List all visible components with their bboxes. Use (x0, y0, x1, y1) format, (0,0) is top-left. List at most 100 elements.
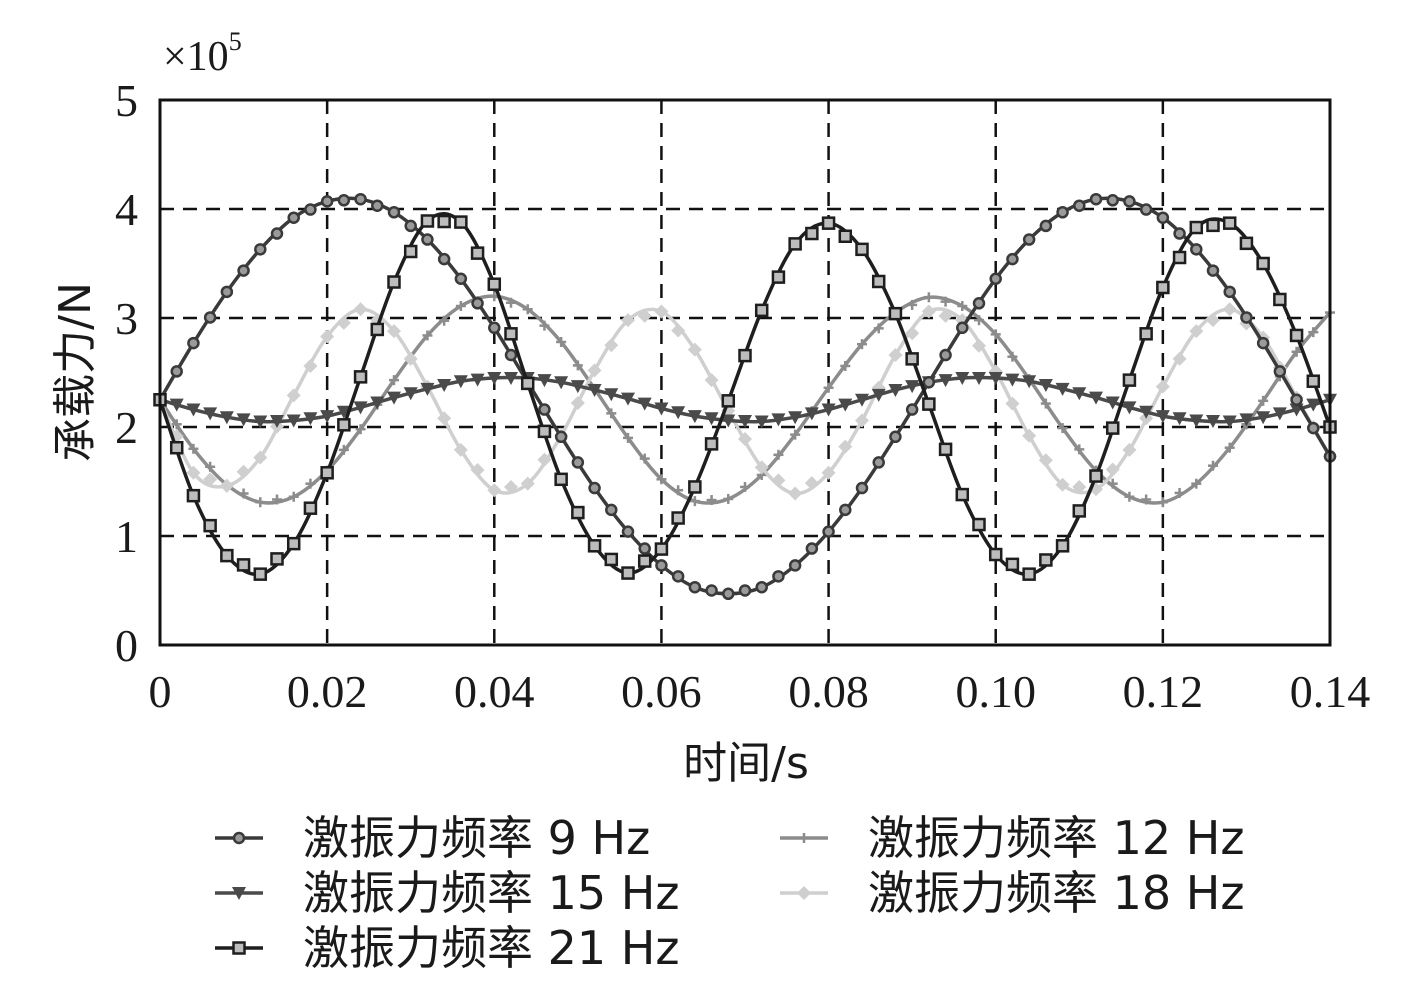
data-point (570, 396, 585, 411)
data-point (938, 308, 953, 323)
data-point (487, 483, 502, 498)
series-1 (153, 192, 1337, 601)
data-point (232, 941, 246, 955)
data-point (1256, 411, 1271, 425)
data-point (804, 407, 819, 421)
data-point (855, 242, 869, 257)
data-point (337, 418, 351, 432)
data-point (671, 406, 686, 420)
data-point (705, 584, 718, 597)
data-point (1256, 256, 1270, 271)
data-point (740, 481, 750, 492)
data-point (556, 336, 567, 347)
data-point (788, 411, 803, 425)
data-point (621, 392, 635, 406)
series-4 (155, 291, 1335, 508)
data-point (587, 363, 602, 378)
data-point (1306, 374, 1321, 388)
data-point (1105, 421, 1120, 435)
data-point (654, 402, 669, 416)
data-point (370, 322, 385, 337)
x-axis-title: 时间/s (683, 738, 809, 789)
data-point (554, 472, 568, 487)
data-point (1256, 336, 1270, 350)
data-point (254, 243, 267, 256)
data-point (722, 587, 735, 601)
data-point (336, 315, 351, 330)
data-point (921, 304, 936, 319)
data-point (1074, 444, 1085, 455)
data-point (1222, 302, 1237, 317)
data-point (1291, 346, 1302, 357)
data-point (955, 371, 970, 385)
data-point (287, 211, 300, 224)
data-point (1223, 285, 1236, 299)
data-point (773, 449, 784, 460)
data-point (1189, 414, 1204, 428)
y-tick-label: 1 (115, 511, 138, 562)
data-point (855, 413, 869, 428)
data-point (487, 277, 502, 291)
data-point (336, 405, 351, 419)
legend-label: 激振力频率 21 Hz (303, 921, 680, 975)
data-point (220, 285, 234, 299)
data-point (788, 237, 802, 251)
data-point (470, 463, 485, 478)
series-line (158, 212, 1332, 577)
data-point (938, 374, 953, 388)
x-tick-label: 0.14 (1290, 666, 1371, 717)
data-point (387, 324, 401, 339)
data-point (403, 387, 418, 401)
data-point (621, 525, 635, 538)
data-point (522, 304, 533, 315)
data-point (471, 297, 484, 310)
data-point (604, 338, 619, 353)
data-point (687, 342, 702, 357)
x-tick-label: 0.06 (621, 666, 702, 717)
data-point (205, 461, 216, 472)
series-line (158, 196, 1332, 596)
data-point (219, 411, 234, 425)
data-point (840, 360, 851, 371)
data-point (738, 415, 752, 429)
data-point (1173, 227, 1186, 240)
data-point (923, 292, 934, 303)
x-tick-label: 0.10 (955, 666, 1036, 717)
data-point (305, 478, 316, 489)
data-point (186, 488, 201, 503)
data-point (288, 491, 299, 502)
data-point (990, 329, 1001, 340)
data-point (754, 460, 769, 475)
y-multiplier-base: ×10 (163, 34, 229, 80)
data-point (805, 542, 819, 555)
data-point (504, 327, 518, 341)
data-point (821, 403, 836, 417)
data-point (1072, 504, 1087, 518)
data-point (821, 216, 836, 230)
data-point (1222, 216, 1237, 230)
data-point (253, 450, 268, 465)
data-point (838, 229, 853, 243)
data-point (888, 383, 903, 397)
data-point (604, 552, 619, 567)
data-point (655, 559, 668, 572)
data-point (537, 452, 552, 467)
data-point (1273, 292, 1287, 307)
data-point (871, 388, 886, 402)
data-point (270, 227, 284, 240)
y-multiplier-exponent: 5 (229, 27, 242, 56)
data-point (320, 410, 335, 424)
data-point (1005, 373, 1020, 387)
data-point (303, 412, 318, 426)
data-point (236, 413, 251, 427)
data-point (637, 397, 652, 411)
data-point (203, 311, 217, 324)
data-point (671, 323, 686, 338)
data-point (587, 539, 602, 553)
data-point (454, 215, 468, 229)
data-point (1039, 553, 1053, 567)
data-point (889, 430, 902, 444)
data-point (1005, 396, 1020, 411)
data-point (453, 442, 468, 457)
data-point (437, 411, 452, 426)
